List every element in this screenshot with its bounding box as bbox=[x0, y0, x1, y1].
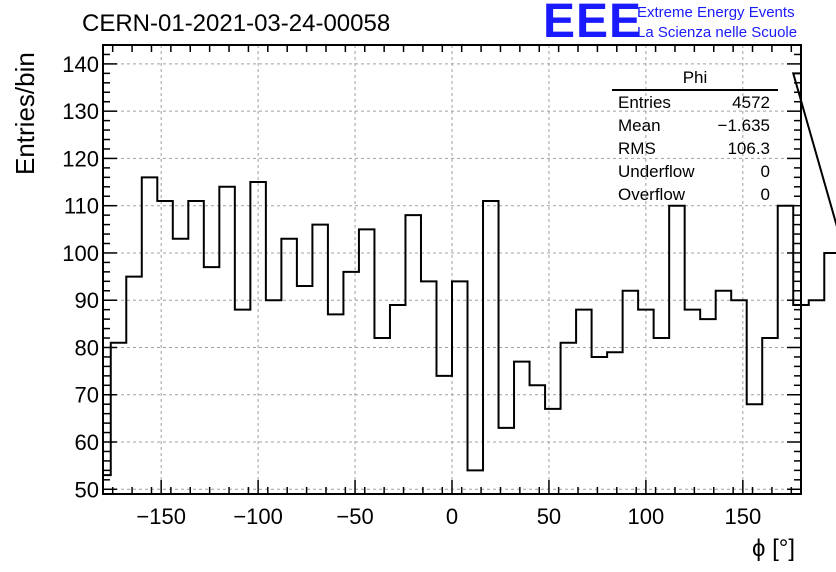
y-tick-label: 50 bbox=[75, 477, 99, 502]
logo-line-2: La Scienza nelle Scuole bbox=[637, 24, 798, 41]
histogram-bin bbox=[530, 385, 546, 494]
histogram-bin bbox=[250, 182, 266, 494]
histogram-bin bbox=[685, 310, 701, 494]
histogram-bin bbox=[716, 291, 732, 494]
histogram-bin bbox=[142, 177, 158, 494]
stats-row-rms: RMS 106.3 bbox=[612, 137, 778, 160]
histogram-bin bbox=[452, 281, 468, 494]
histogram-bin bbox=[778, 206, 794, 494]
histogram-bin bbox=[607, 352, 623, 494]
y-tick-label: 100 bbox=[62, 241, 99, 266]
histogram-bin bbox=[747, 404, 763, 494]
stats-label: Mean bbox=[618, 116, 661, 135]
y-tick-label: 90 bbox=[75, 288, 99, 313]
stats-row-underflow: Underflow 0 bbox=[612, 160, 778, 183]
histogram-bin bbox=[219, 187, 235, 494]
x-tick-label: 0 bbox=[446, 504, 458, 529]
histogram-bin bbox=[266, 300, 282, 494]
histogram-bin bbox=[374, 338, 390, 494]
histogram-bin bbox=[111, 343, 127, 494]
stats-title: Phi bbox=[612, 68, 778, 91]
x-tick-label: 50 bbox=[537, 504, 561, 529]
stats-value: 0 bbox=[760, 185, 770, 204]
stats-row-mean: Mean −1.635 bbox=[612, 114, 778, 137]
histogram-bin bbox=[654, 338, 670, 494]
histogram-bin bbox=[499, 428, 515, 494]
y-tick-label: 60 bbox=[75, 430, 99, 455]
histogram-bin bbox=[312, 225, 328, 494]
stats-row-overflow: Overflow 0 bbox=[612, 183, 778, 206]
x-tick-label: −50 bbox=[336, 504, 373, 529]
x-tick-label: −150 bbox=[136, 504, 186, 529]
histogram-bin bbox=[359, 229, 375, 494]
histogram-bin bbox=[436, 376, 452, 494]
y-tick-label: 70 bbox=[75, 383, 99, 408]
histogram-bin bbox=[545, 409, 561, 494]
histogram-bin bbox=[561, 343, 577, 494]
y-axis-label: Entries/bin bbox=[10, 52, 40, 175]
histogram-bin bbox=[188, 201, 204, 494]
histogram-bin bbox=[173, 239, 189, 494]
histogram-bin bbox=[669, 206, 685, 494]
histogram-bin bbox=[576, 310, 592, 494]
y-tick-label: 130 bbox=[62, 99, 99, 124]
y-tick-label: 120 bbox=[62, 146, 99, 171]
histogram-bin bbox=[638, 310, 654, 494]
histogram-bin bbox=[421, 281, 437, 494]
histogram-bin bbox=[809, 300, 825, 494]
x-tick-label: 100 bbox=[628, 504, 665, 529]
eee-logo: EEE bbox=[543, 0, 643, 48]
stats-label: Underflow bbox=[618, 162, 695, 181]
histogram-bin bbox=[514, 362, 530, 494]
logo-line-1: Extreme Energy Events bbox=[637, 4, 795, 21]
histogram-bin bbox=[204, 267, 220, 494]
histogram-bin bbox=[405, 215, 421, 494]
histogram-bin bbox=[157, 201, 173, 494]
x-tick-label: −100 bbox=[233, 504, 283, 529]
histogram-bin bbox=[281, 239, 297, 494]
stats-row-entries: Entries 4572 bbox=[612, 91, 778, 114]
stats-value: −1.635 bbox=[717, 116, 770, 135]
y-tick-label: 140 bbox=[62, 52, 99, 77]
x-axis-label: ϕ [°] bbox=[752, 535, 796, 562]
histogram-outline bbox=[103, 72, 836, 477]
chart-title: CERN-01-2021-03-24-00058 bbox=[82, 10, 391, 37]
stats-label: Entries bbox=[618, 93, 671, 112]
histogram-bin bbox=[390, 305, 406, 494]
stats-value: 4572 bbox=[732, 93, 770, 112]
y-tick-label: 80 bbox=[75, 335, 99, 360]
stats-value: 106.3 bbox=[727, 139, 770, 158]
histogram-bin bbox=[623, 291, 639, 494]
stats-value: 0 bbox=[760, 162, 770, 181]
histogram-bin bbox=[731, 300, 747, 494]
histogram-bin bbox=[483, 201, 499, 494]
histogram-bin bbox=[235, 310, 251, 494]
stats-label: RMS bbox=[618, 139, 656, 158]
histogram-bin bbox=[297, 286, 313, 494]
histogram-bin bbox=[126, 277, 142, 494]
histogram-bin bbox=[592, 357, 608, 494]
histogram-bin bbox=[343, 272, 359, 494]
histogram-bin bbox=[328, 314, 344, 494]
y-tick-label: 110 bbox=[64, 194, 99, 219]
stats-box: Phi Entries 4572 Mean −1.635 RMS 106.3 U… bbox=[612, 68, 778, 206]
histogram-bin bbox=[700, 319, 716, 494]
x-tick-label: 150 bbox=[724, 504, 761, 529]
histogram-bin bbox=[824, 253, 836, 494]
histogram-bin bbox=[762, 338, 778, 494]
stats-label: Overflow bbox=[618, 185, 686, 204]
